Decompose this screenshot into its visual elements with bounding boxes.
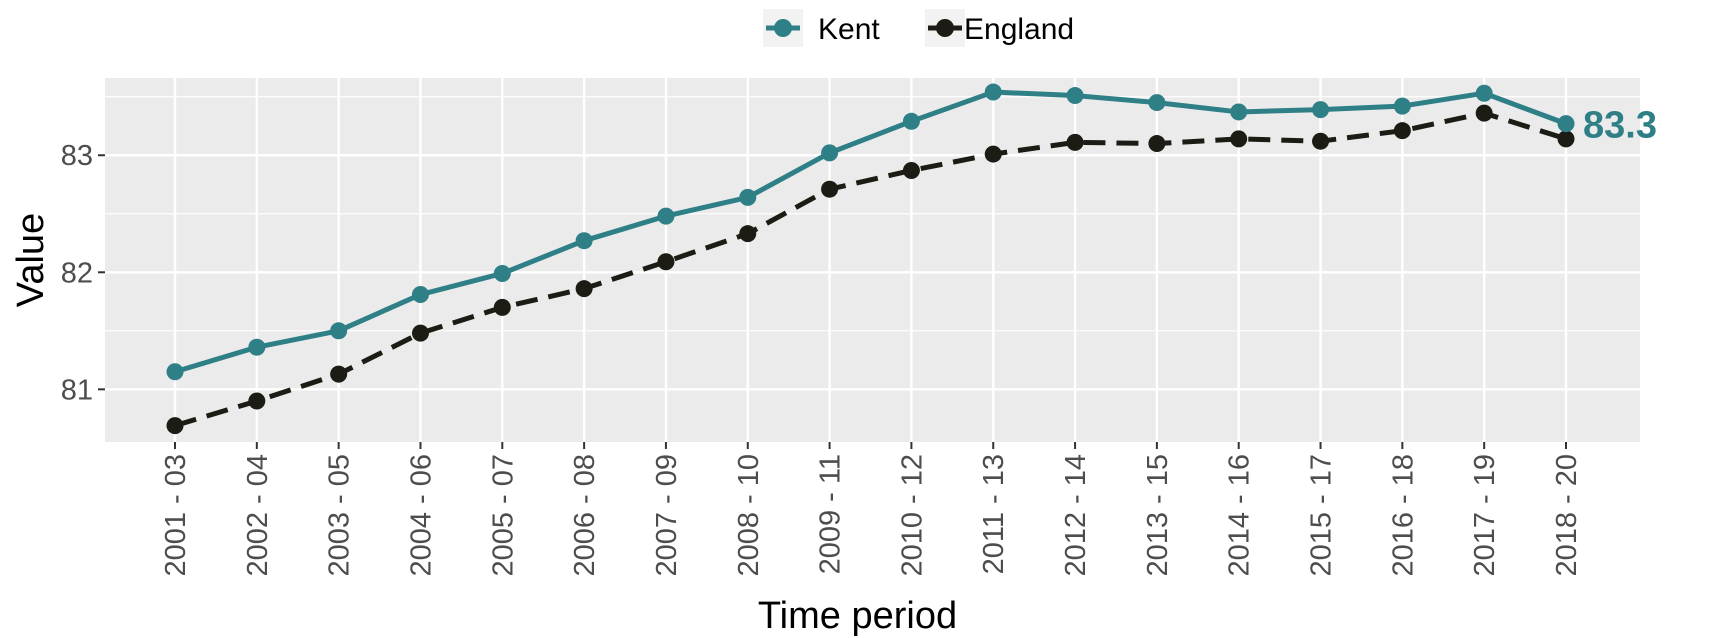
end-value-label: 83.3 — [1583, 105, 1657, 147]
data-point-kent — [493, 264, 511, 282]
legend-label: Kent — [818, 13, 880, 46]
data-point-kent — [821, 144, 839, 162]
data-point-england — [1230, 130, 1248, 148]
x-tick-label: 2015 - 17 — [1306, 454, 1338, 577]
x-tick-label: 2017 - 19 — [1469, 454, 1501, 577]
data-point-england — [248, 392, 266, 410]
x-tick-label: 2005 - 07 — [487, 454, 519, 577]
data-point-kent — [1066, 87, 1084, 105]
data-point-england — [411, 324, 429, 342]
data-point-kent — [330, 322, 348, 340]
data-point-kent — [1230, 103, 1248, 121]
x-tick-label: 2010 - 12 — [896, 454, 928, 577]
x-tick-label: 2016 - 18 — [1387, 454, 1419, 577]
data-point-kent — [739, 188, 757, 206]
legend-marker — [774, 19, 792, 37]
x-tick-label: 2004 - 06 — [405, 454, 437, 577]
data-point-kent — [984, 83, 1002, 101]
data-point-england — [657, 253, 675, 271]
y-axis-title: Value — [10, 213, 52, 307]
x-tick-label: 2007 - 09 — [651, 454, 683, 577]
data-point-kent — [166, 363, 184, 381]
x-tick-label: 2002 - 04 — [242, 454, 274, 577]
data-point-england — [330, 365, 348, 383]
legend-marker — [936, 19, 954, 37]
data-point-england — [1475, 104, 1493, 122]
data-point-england — [1312, 132, 1330, 150]
legend-item-kent: Kent — [763, 9, 880, 47]
data-point-kent — [1557, 115, 1575, 133]
data-point-england — [493, 298, 511, 316]
data-point-kent — [657, 207, 675, 225]
data-point-kent — [575, 232, 593, 250]
x-tick-label: 2009 - 11 — [815, 454, 847, 574]
data-point-kent — [902, 112, 920, 130]
axis-layer: 81 82 83 2001 - 03 2002 - 04 2003 - 05 2004 - … — [61, 140, 1583, 576]
data-point-england — [739, 225, 757, 243]
data-point-kent — [411, 286, 429, 304]
data-point-kent — [1148, 94, 1166, 112]
y-tick-label: 81 — [61, 374, 93, 406]
data-point-england — [166, 417, 184, 435]
series-line-kent — [174, 89, 1567, 375]
legend: Kent England — [763, 9, 1074, 47]
x-tick-label: 2011 - 13 — [978, 454, 1010, 574]
data-point-england — [902, 161, 920, 179]
data-point-england — [1066, 133, 1084, 151]
data-point-england — [1393, 122, 1411, 140]
grid-layer — [105, 78, 1640, 442]
y-tick-label: 82 — [61, 257, 93, 289]
x-tick-label: 2018 - 20 — [1551, 454, 1583, 577]
data-point-england — [1148, 135, 1166, 153]
data-point-england — [1557, 130, 1575, 148]
x-tick-label: 2006 - 08 — [569, 454, 601, 577]
legend-item-england: England — [925, 9, 1074, 47]
data-point-kent — [1393, 97, 1411, 115]
data-point-england — [984, 145, 1002, 163]
data-point-england — [575, 280, 593, 298]
legend-label: England — [964, 13, 1074, 46]
data-point-england — [821, 180, 839, 198]
x-tick-label: 2003 - 05 — [324, 454, 356, 577]
x-axis-title: Time period — [758, 595, 957, 637]
data-point-kent — [248, 338, 266, 356]
x-tick-label: 2001 - 03 — [160, 454, 192, 577]
data-point-kent — [1312, 101, 1330, 119]
series-layer — [166, 83, 1575, 435]
data-point-kent — [1475, 84, 1493, 102]
y-tick-label: 83 — [61, 140, 93, 172]
x-tick-label: 2014 - 16 — [1224, 454, 1256, 577]
x-tick-label: 2012 - 14 — [1060, 454, 1092, 577]
series-line-england — [174, 110, 1567, 429]
x-tick-label: 2013 - 15 — [1142, 454, 1174, 577]
x-tick-label: 2008 - 10 — [733, 454, 765, 577]
